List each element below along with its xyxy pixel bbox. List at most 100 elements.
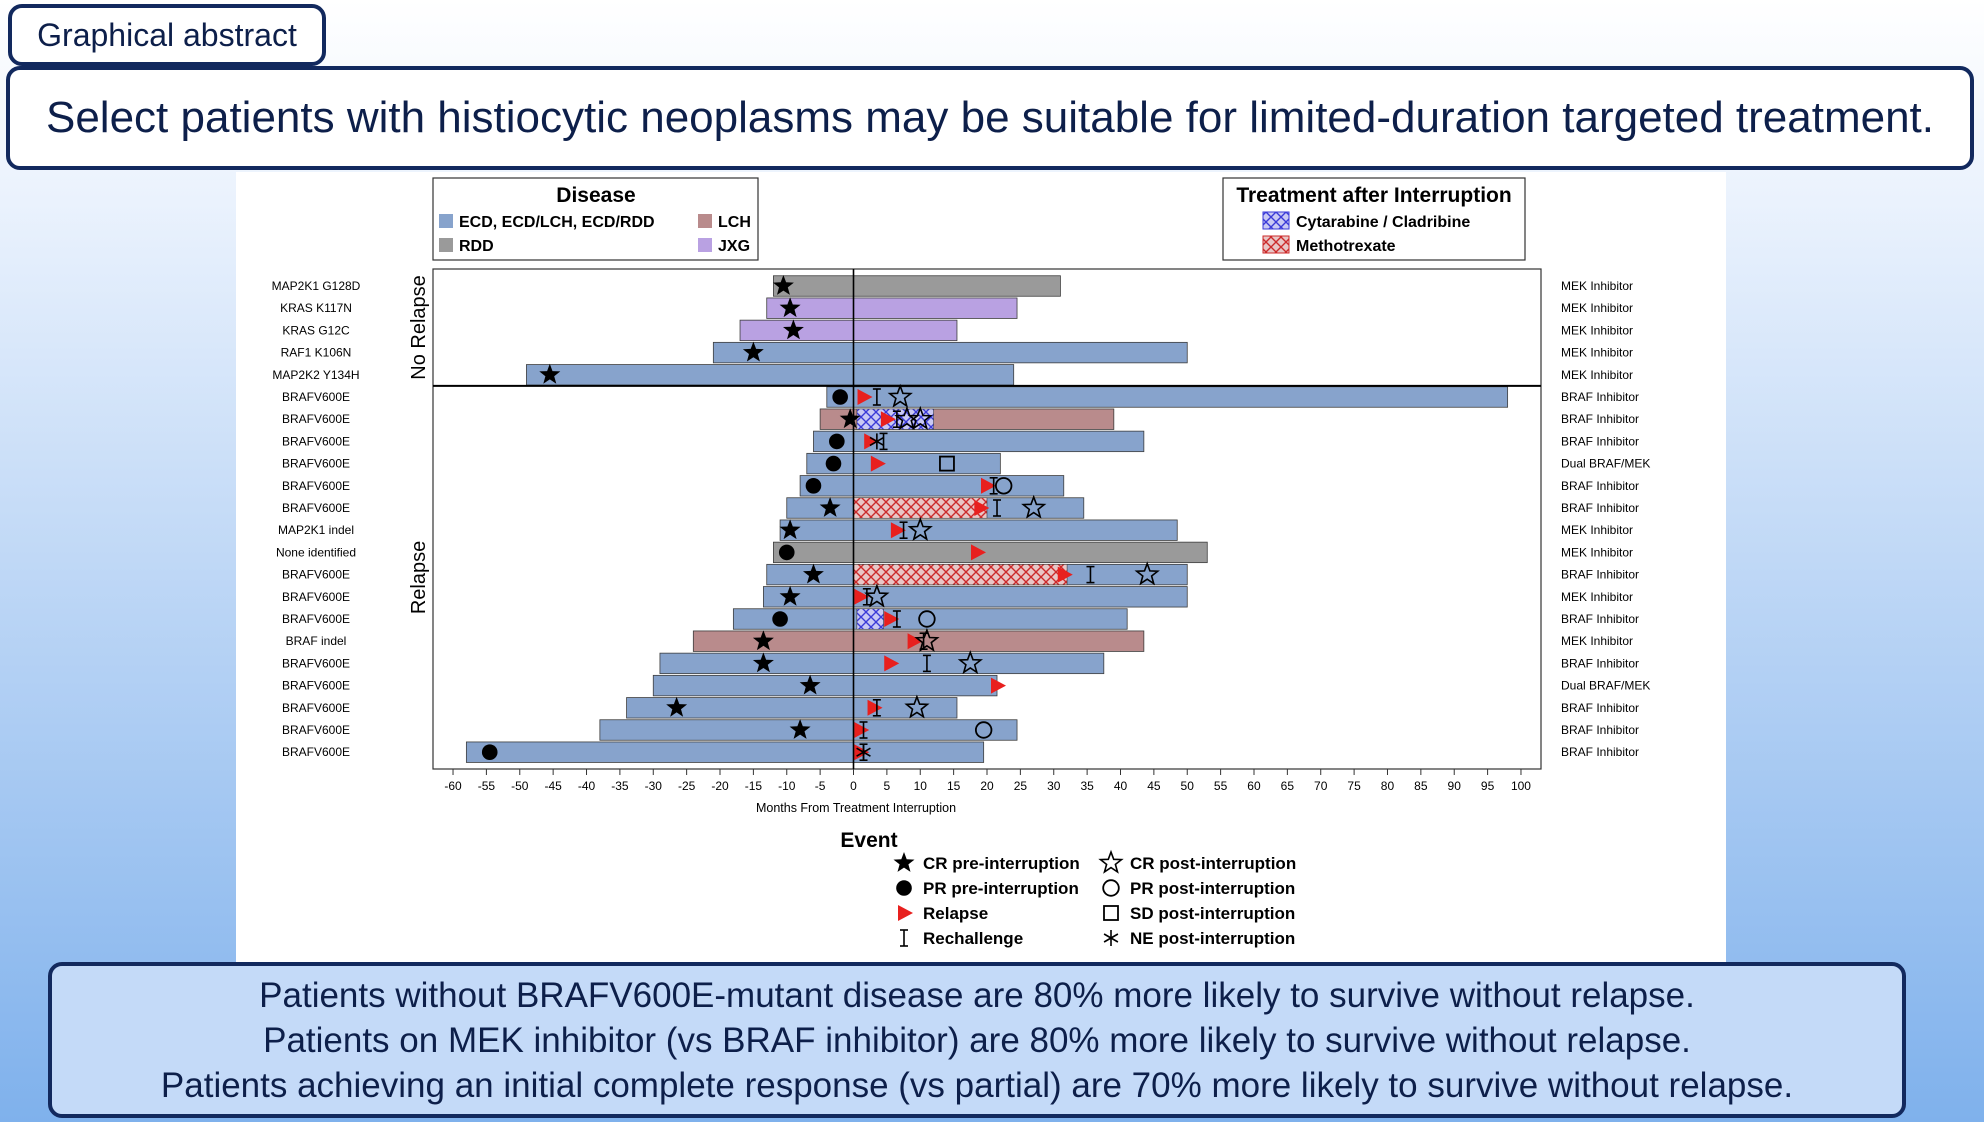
x-tick-label: 0	[850, 779, 857, 793]
event-relapse-marker	[857, 389, 873, 405]
event-pr-pre-marker	[481, 744, 498, 760]
event-relapse-marker	[898, 905, 913, 921]
x-tick-label: 10	[914, 779, 928, 793]
x-tick-label: -25	[678, 779, 696, 793]
x-tick-label: 75	[1347, 779, 1361, 793]
disease-legend: Disease ECD, ECD/LCH, ECD/RDD LCH RDD JX…	[432, 177, 759, 261]
event-cr-pre-marker	[773, 275, 794, 295]
event-rechallenge-marker	[1086, 565, 1095, 584]
legend-swatch-methotrexate	[1262, 235, 1290, 254]
event-pr-pre-marker	[832, 389, 848, 405]
patient-bar	[773, 541, 1208, 564]
patient-bar	[465, 741, 985, 763]
event-ne-post-marker	[1103, 930, 1119, 946]
legend-swatch-rdd	[439, 238, 453, 252]
event-legend-label: Relapse	[923, 904, 988, 923]
group-label-relapse: Relapse	[408, 541, 430, 614]
drug-label: BRAF Inhibitor	[1561, 479, 1639, 493]
event-rechallenge-marker	[872, 698, 881, 717]
drug-label: Dual BRAF/MEK	[1561, 457, 1650, 471]
finding-1: Patients without BRAFV600E-mutant diseas…	[259, 975, 1695, 1015]
event-legend-title: Event	[840, 829, 897, 852]
row-label: BRAFV600E	[282, 679, 350, 693]
event-relapse-marker	[974, 500, 990, 516]
event-cr-pre-marker	[789, 719, 811, 739]
event-rechallenge-marker	[872, 388, 881, 406]
row-label: BRAFV600E	[282, 723, 350, 737]
graphical-abstract-tab: Graphical abstract	[8, 4, 326, 66]
x-tick-label: 5	[884, 779, 891, 793]
patient-bar	[762, 586, 1188, 608]
event-relapse-marker	[880, 411, 896, 428]
x-tick-label: -60	[444, 779, 462, 793]
x-tick-label: 65	[1281, 779, 1295, 793]
drug-label: MEK Inhibitor	[1561, 301, 1633, 315]
patient-bar	[652, 674, 998, 697]
event-pr-pre-marker	[778, 544, 795, 561]
event-cr-post-marker	[1021, 494, 1047, 519]
event-pr-pre-marker	[825, 455, 842, 472]
event-cr-post-marker	[957, 650, 984, 675]
treatment-legend-title: Treatment after Interruption	[1236, 184, 1511, 207]
event-pr-post-marker	[974, 721, 993, 739]
event-rechallenge-marker	[989, 476, 998, 495]
treatment-legend: Treatment after Interruption Cytarabine …	[1222, 177, 1526, 261]
disease-legend-title: Disease	[556, 184, 635, 207]
event-relapse-marker	[854, 588, 870, 605]
event-cr-post-marker	[864, 583, 890, 608]
event-legend-label: CR pre-interruption	[923, 854, 1080, 873]
legend-swatch-lch	[698, 214, 712, 228]
x-tick-label: 15	[947, 779, 961, 793]
x-tick-label: 95	[1481, 779, 1495, 793]
row-label: BRAFV600E	[282, 745, 350, 759]
event-rechallenge-marker	[900, 929, 908, 947]
event-legend-label: PR pre-interruption	[923, 879, 1079, 898]
legend-swatch-cytarabine	[1262, 211, 1290, 230]
event-relapse-marker	[890, 522, 906, 539]
drug-label: BRAF Inhibitor	[1561, 568, 1639, 582]
drug-label: MEK Inhibitor	[1561, 323, 1633, 337]
x-tick-label: -20	[711, 779, 729, 793]
event-cr-pre-marker	[752, 630, 774, 651]
treatment-segment-methotrexate	[853, 497, 988, 519]
drug-label: MEK Inhibitor	[1561, 279, 1633, 293]
event-relapse-marker	[870, 455, 886, 472]
x-tick-label: 100	[1511, 779, 1531, 793]
drug-label: BRAF Inhibitor	[1561, 412, 1639, 426]
event-cr-pre-marker	[893, 852, 915, 872]
drug-label: BRAF Inhibitor	[1561, 612, 1639, 626]
row-label: BRAFV600E	[282, 612, 350, 626]
event-cr-post-marker	[907, 405, 933, 430]
legend-label-cytarabine: Cytarabine / Cladribine	[1296, 214, 1470, 231]
drug-label: MEK Inhibitor	[1561, 346, 1633, 360]
patient-bar	[659, 652, 1105, 675]
swimmer-plot: Disease ECD, ECD/LCH, ECD/RDD LCH RDD JX…	[272, 177, 1650, 948]
event-legend-label: Rechallenge	[923, 929, 1023, 948]
event-pr-post-marker	[1102, 879, 1120, 897]
event-legend-label: SD post-interruption	[1130, 904, 1295, 923]
event-sd-post-marker	[939, 455, 955, 472]
x-tick-label: 35	[1080, 779, 1094, 793]
event-relapse-marker	[1057, 566, 1073, 583]
event-cr-pre-marker	[783, 319, 804, 340]
drug-label: MEK Inhibitor	[1561, 523, 1633, 537]
x-tick-label: 55	[1214, 779, 1228, 793]
drug-label: BRAF Inhibitor	[1561, 723, 1639, 737]
legend-label-rdd: RDD	[459, 238, 494, 255]
row-label: KRAS G12C	[282, 323, 350, 337]
event-rechallenge-marker	[879, 432, 888, 451]
x-tick-label: 80	[1381, 779, 1395, 793]
x-tick-label: -15	[745, 779, 763, 793]
x-tick-label: -55	[478, 779, 496, 793]
event-pr-pre-marker	[805, 478, 822, 494]
drug-label: MEK Inhibitor	[1561, 545, 1633, 559]
event-relapse-marker	[991, 677, 1007, 694]
treatment-segment-cytarabine	[856, 608, 884, 630]
event-ne-post-marker	[869, 433, 885, 450]
patient-bar	[732, 608, 1128, 630]
x-tick-label: 90	[1448, 779, 1462, 793]
patient-bar	[826, 386, 1509, 408]
x-tick-label: -35	[611, 779, 629, 793]
row-label: BRAFV600E	[282, 457, 350, 471]
event-relapse-marker	[864, 433, 880, 450]
